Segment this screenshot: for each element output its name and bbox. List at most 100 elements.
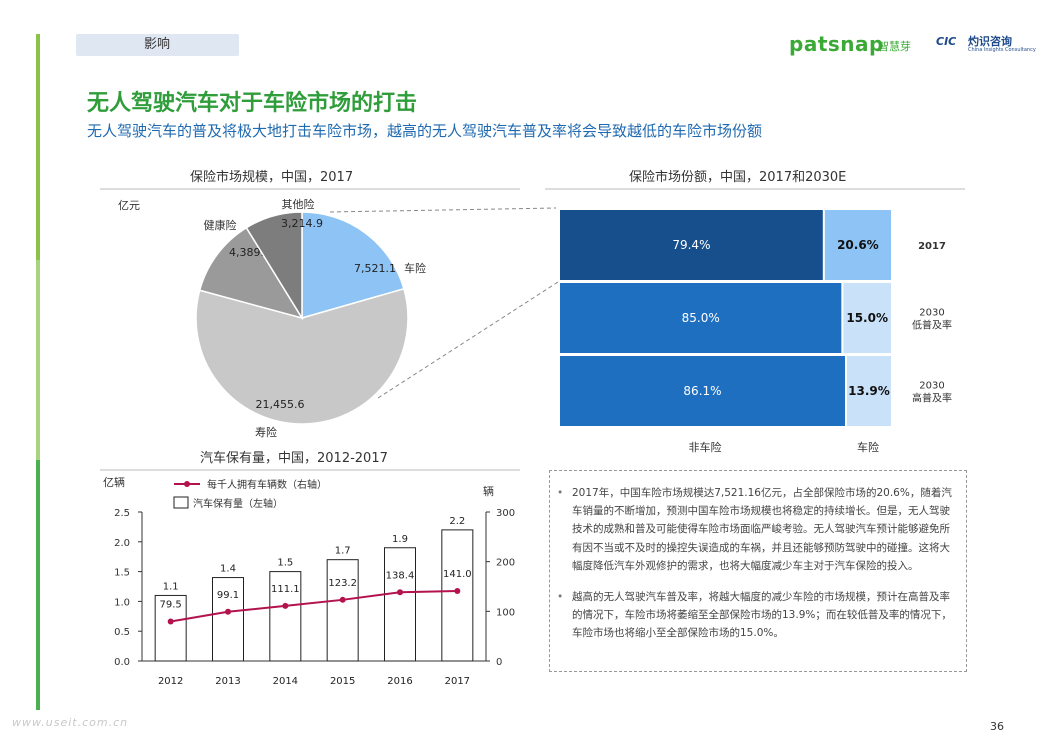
note-item-2: 越高的无人驾驶汽车普及率，将越大幅度的减少车险的市场规模，预计在高普及率的情况下… (557, 588, 954, 643)
stack-bar-car (843, 283, 891, 353)
stack-category-label: 车险 (857, 440, 879, 454)
share-chart-title: 保险市场份额，中国，2017和2030E (629, 170, 847, 185)
page-title: 无人驾驶汽车对于车险市场的打击 (87, 91, 418, 116)
pie-value-label: 21,455.6 (256, 398, 305, 411)
cic-logo: CIC (936, 35, 957, 48)
right-axis-unit: 辆 (483, 484, 494, 498)
car-stock-bar-label: 1.4 (220, 564, 236, 575)
cars-per-thousand-point (454, 587, 461, 594)
cars-per-thousand-label: 79.5 (160, 600, 182, 611)
car-stock-bar (384, 547, 416, 662)
right-y-tick-label: 100 (496, 607, 515, 618)
pie-category-label: 车险 (404, 261, 426, 275)
cars-per-thousand-label: 123.2 (328, 578, 357, 589)
cars-per-thousand-label: 111.1 (271, 584, 300, 595)
car-stock-bar (441, 529, 474, 662)
pie-chart-title: 保险市场规模，中国，2017 (190, 170, 354, 185)
x-tick-label: 2012 (158, 676, 183, 687)
car-stock-bar (326, 559, 359, 662)
bar-chart-title: 汽车保有量，中国，2012-2017 (200, 451, 388, 466)
section-tag-label: 影响 (144, 37, 171, 52)
car-stock-bar-label: 1.1 (163, 581, 179, 592)
stack-category-label: 非车险 (689, 440, 722, 454)
stack-value-label-noncar: 79.4% (672, 238, 710, 252)
x-tick-label: 2013 (215, 676, 240, 687)
stack-bar-car (846, 356, 891, 426)
pie-slice-4 (245, 211, 303, 321)
share-title-underline (545, 188, 965, 190)
car-stock-bar-label: 2.2 (449, 516, 465, 527)
legend-line-label: 每千人拥有车辆数（右轴） (207, 478, 327, 491)
pie-category-label: 其他险 (282, 197, 315, 211)
cars-per-thousand-label: 99.1 (217, 590, 239, 601)
stack-bar-noncar (560, 210, 823, 280)
left-y-tick-label: 1.5 (114, 568, 130, 579)
page-subtitle: 无人驾驶汽车的普及将极大地打击车险市场，越高的无人驾驶汽车普及率将会导致越低的车… (87, 122, 763, 140)
legend-bar-swatch (173, 496, 189, 509)
right-y-tick-label: 200 (496, 558, 515, 569)
stack-value-label-car: 20.6% (837, 238, 879, 252)
stack-bar-car (824, 210, 891, 280)
left-y-tick-label: 0.0 (114, 657, 130, 668)
pie-category-label: 健康险 (204, 218, 237, 232)
cars-per-thousand-point (225, 608, 231, 615)
pie-category-label: 寿险 (255, 425, 277, 439)
car-stock-bar-label: 1.7 (335, 546, 351, 557)
section-tag: 影响 (76, 34, 239, 56)
stack-row-label: 2030 (919, 308, 944, 319)
stack-bar-noncar (560, 283, 842, 353)
stack-value-label-noncar: 85.0% (682, 311, 720, 325)
stack-value-label-noncar: 86.1% (683, 384, 721, 398)
notes-box: 2017年，中国车险市场规模达7,521.16亿元，占全部保险市场的20.6%，… (549, 470, 967, 672)
car-stock-bar-label: 1.5 (277, 558, 293, 569)
left-accent-bar-mid (36, 260, 40, 460)
left-axis-unit: 亿辆 (103, 475, 125, 489)
cic-logo-cn: 灼识咨询 (968, 35, 1012, 48)
stack-value-label-car: 13.9% (848, 384, 890, 398)
stack-value-label-car: 15.0% (846, 311, 888, 325)
cars-per-thousand-point (167, 618, 174, 625)
left-accent-bar-top (36, 34, 40, 260)
car-stock-bar (154, 594, 187, 662)
patsnap-logo-cn: 智慧芽 (878, 40, 911, 53)
x-tick-label: 2015 (330, 676, 355, 687)
cars-per-thousand-point (397, 589, 403, 596)
x-tick-label: 2017 (445, 676, 470, 687)
cars-per-thousand-line (170, 589, 458, 623)
pie-slice-1 (301, 211, 405, 319)
cars-per-thousand-point (339, 596, 346, 603)
pie-slice-3 (198, 226, 304, 320)
right-y-tick-label: 300 (496, 508, 515, 519)
left-y-tick-label: 1.0 (114, 597, 130, 608)
cars-per-thousand-label: 138.4 (386, 570, 415, 581)
pie-slice-2 (195, 287, 409, 425)
stack-row-label: 高普及率 (912, 392, 952, 405)
left-y-tick-label: 0.5 (114, 627, 130, 638)
car-stock-bar (212, 577, 244, 662)
x-tick-label: 2016 (387, 676, 412, 687)
patsnap-logo: patsnap (789, 32, 884, 56)
stack-bar-noncar (560, 356, 845, 426)
right-y-tick-label: 0 (496, 657, 502, 668)
note-item-1: 2017年，中国车险市场规模达7,521.16亿元，占全部保险市场的20.6%，… (557, 484, 954, 575)
page-number: 36 (990, 720, 1004, 733)
left-accent-bar-bottom (36, 460, 40, 710)
left-y-tick-label: 2.0 (114, 538, 130, 549)
pie-unit-label: 亿元 (118, 199, 140, 212)
pie-value-label: 7,521.1 (354, 262, 396, 275)
footer-watermark: www.useit.com.cn (12, 716, 129, 729)
cars-per-thousand-label: 141.0 (443, 569, 472, 580)
bar-title-underline (100, 469, 520, 471)
cic-logo-en: China Insights Consultancy (968, 47, 1036, 53)
pie-title-underline (100, 188, 520, 190)
x-tick-label: 2014 (273, 676, 298, 687)
connector-line-bottom (377, 281, 559, 399)
car-stock-bar-label: 1.9 (392, 534, 408, 545)
stack-row-label: 2017 (918, 241, 946, 252)
legend-line-marker (184, 481, 190, 487)
left-y-tick-label: 2.5 (114, 508, 130, 519)
connector-line-top (329, 207, 557, 213)
legend-bar-label: 汽车保有量（左轴） (193, 497, 283, 510)
pie-value-label: 3,214.9 (281, 217, 323, 230)
